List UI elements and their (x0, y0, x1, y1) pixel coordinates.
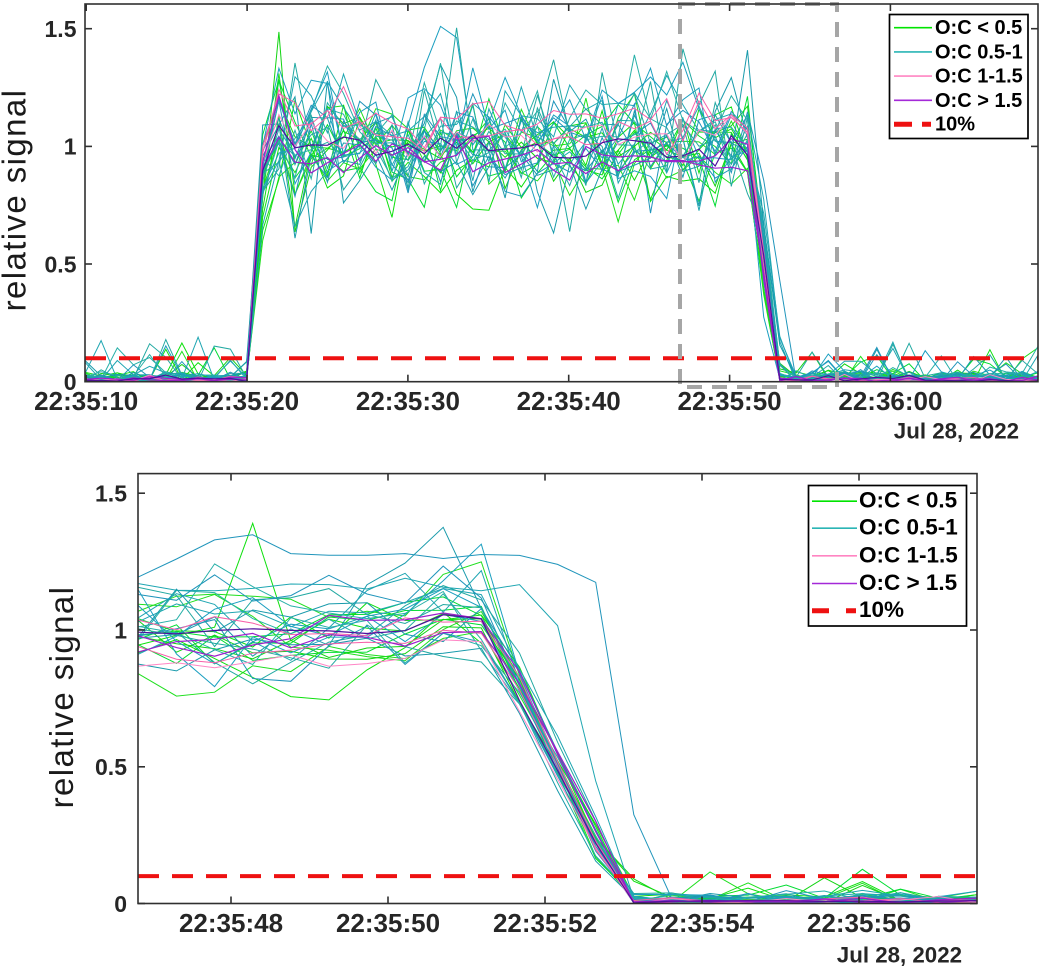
svg-text:1: 1 (64, 134, 77, 160)
svg-text:Jul 28, 2022: Jul 28, 2022 (837, 942, 962, 967)
svg-text:O:C > 1.5: O:C > 1.5 (859, 570, 957, 595)
svg-text:1.5: 1.5 (95, 481, 127, 507)
svg-text:0.5: 0.5 (45, 251, 77, 277)
svg-text:O:C 0.5-1: O:C 0.5-1 (859, 515, 958, 540)
svg-text:O:C 1-1.5: O:C 1-1.5 (859, 542, 958, 567)
svg-text:22:35:10: 22:35:10 (34, 386, 138, 416)
svg-text:22:35:50: 22:35:50 (336, 908, 440, 938)
svg-text:22:35:40: 22:35:40 (517, 386, 621, 416)
svg-text:22:35:52: 22:35:52 (493, 908, 597, 938)
svg-text:22:36:00: 22:36:00 (838, 386, 942, 416)
svg-text:1.5: 1.5 (45, 16, 77, 42)
svg-text:1: 1 (114, 617, 127, 643)
svg-text:relative signal: relative signal (0, 89, 33, 312)
svg-text:0.5: 0.5 (95, 754, 127, 780)
svg-text:22:35:50: 22:35:50 (678, 386, 782, 416)
svg-text:O:C < 0.5: O:C < 0.5 (935, 17, 1022, 39)
svg-text:O:C > 1.5: O:C > 1.5 (935, 90, 1022, 112)
svg-text:22:35:56: 22:35:56 (807, 908, 911, 938)
svg-text:O:C < 0.5: O:C < 0.5 (859, 488, 957, 513)
svg-text:22:35:54: 22:35:54 (650, 908, 755, 938)
svg-text:22:35:20: 22:35:20 (195, 386, 299, 416)
svg-text:0: 0 (64, 369, 77, 395)
svg-text:10%: 10% (859, 597, 904, 622)
svg-text:relative signal: relative signal (43, 586, 80, 809)
svg-text:O:C 1-1.5: O:C 1-1.5 (935, 66, 1023, 88)
svg-text:22:35:48: 22:35:48 (179, 908, 283, 938)
svg-text:O:C 0.5-1: O:C 0.5-1 (935, 41, 1023, 63)
svg-text:0: 0 (114, 891, 127, 917)
svg-text:10%: 10% (935, 114, 975, 136)
svg-text:Jul 28, 2022: Jul 28, 2022 (894, 419, 1019, 444)
svg-text:22:35:30: 22:35:30 (356, 386, 460, 416)
